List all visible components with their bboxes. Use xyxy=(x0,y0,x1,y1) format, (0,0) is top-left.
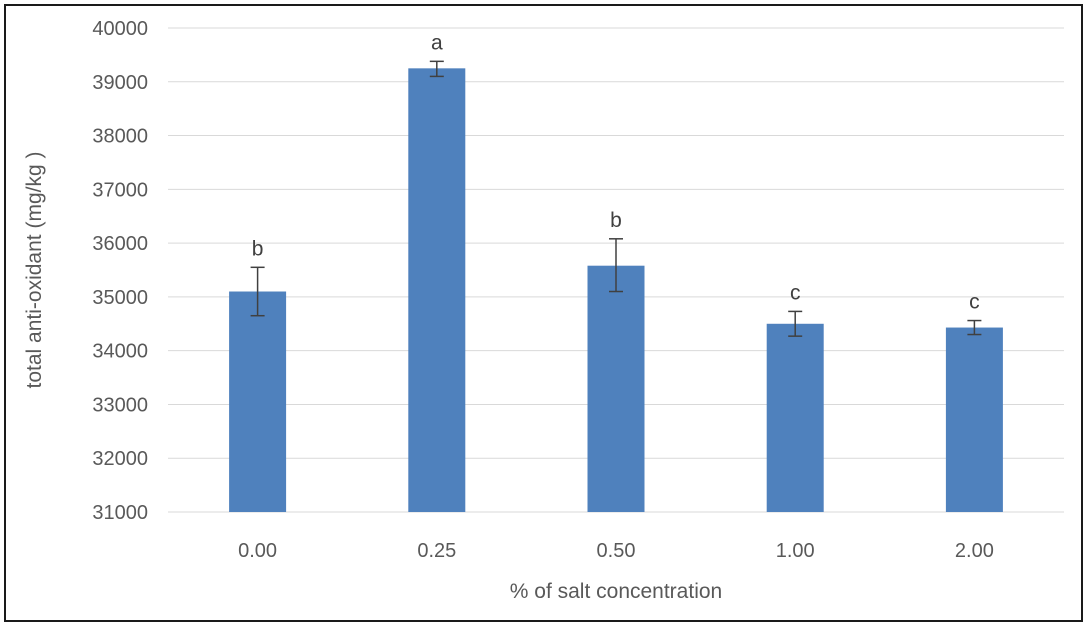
y-tick-label: 33000 xyxy=(92,394,148,416)
x-tick-label: 0.50 xyxy=(597,540,636,562)
x-axis-ticks: 0.00 0.25 0.50 1.00 2.00 xyxy=(238,540,994,562)
y-tick-label: 31000 xyxy=(92,502,148,524)
significance-label: b xyxy=(252,237,264,260)
error-bar-2.00 xyxy=(967,319,982,336)
y-tick-label: 32000 xyxy=(92,448,148,470)
error-bar-0.25 xyxy=(429,60,444,78)
significance-label: c xyxy=(790,281,801,304)
y-tick-label: 39000 xyxy=(92,72,148,94)
bar-0.25 xyxy=(408,68,466,513)
significance-label: b xyxy=(610,209,622,232)
chart-frame: 31000 32000 33000 34000 35000 36000 37000 38000… xyxy=(4,4,1083,622)
bars xyxy=(229,68,1003,513)
bar-0.00 xyxy=(229,291,287,512)
significance-label: a xyxy=(431,31,443,54)
y-tick-label: 34000 xyxy=(92,341,148,363)
error-bars xyxy=(250,60,982,337)
bar-2.00 xyxy=(945,327,1003,512)
bar-chart: 31000 32000 33000 34000 35000 36000 37000 38000… xyxy=(23,18,1064,603)
significance-label: c xyxy=(969,291,980,314)
significance-labels: b a b c c xyxy=(252,31,980,313)
x-tick-label: 1.00 xyxy=(776,540,815,562)
x-tick-label: 2.00 xyxy=(955,540,994,562)
bar-1.00 xyxy=(766,323,824,512)
y-axis-title: total anti-oxidant (mg/kg ) xyxy=(23,152,46,389)
error-bar-0.50 xyxy=(609,238,623,293)
bar-0.50 xyxy=(587,265,645,512)
y-tick-label: 35000 xyxy=(92,287,148,309)
x-tick-label: 0.00 xyxy=(238,540,277,562)
y-tick-label: 38000 xyxy=(92,126,148,148)
error-bar-0.00 xyxy=(250,266,265,317)
y-tick-label: 37000 xyxy=(92,179,148,201)
y-axis-ticks: 31000 32000 33000 34000 35000 36000 37000 38000… xyxy=(92,18,148,524)
x-tick-label: 0.25 xyxy=(417,540,456,562)
y-tick-label: 40000 xyxy=(92,18,148,40)
error-bar-1.00 xyxy=(788,310,803,337)
y-tick-label: 36000 xyxy=(92,233,148,255)
x-axis-title: % of salt concentration xyxy=(510,580,722,603)
